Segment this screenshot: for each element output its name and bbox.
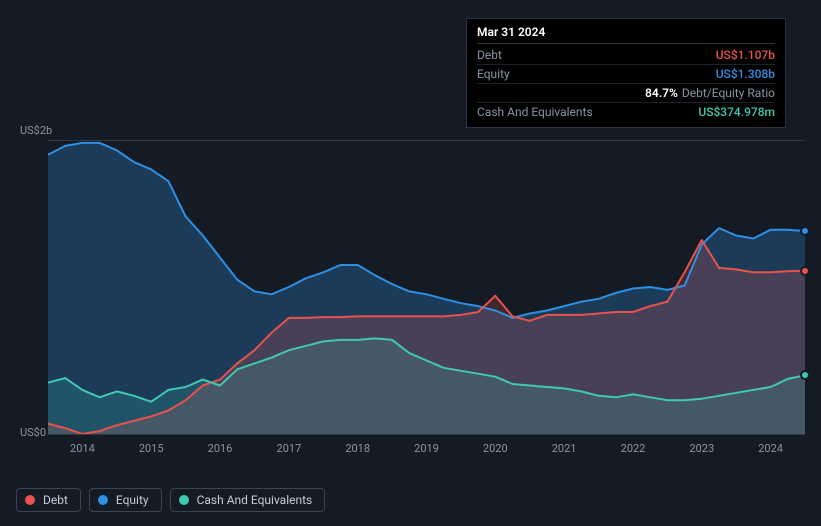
- legend-item-cash-and-equivalents[interactable]: Cash And Equivalents: [170, 488, 326, 512]
- gridline-bottom: [48, 434, 805, 435]
- legend-label: Cash And Equivalents: [197, 493, 313, 507]
- y-axis-top-label: US$2b: [20, 124, 52, 137]
- legend-label: Debt: [43, 493, 68, 507]
- legend-dot-icon: [98, 495, 108, 505]
- series-end-marker-cash-and-equivalents: [800, 370, 810, 380]
- x-axis-tick-label: 2014: [70, 442, 95, 455]
- tooltip-row: EquityUS$1.308b: [477, 65, 775, 84]
- legend-dot-icon: [179, 495, 189, 505]
- x-axis-tick-label: 2015: [139, 442, 164, 455]
- x-axis-tick-label: 2017: [277, 442, 302, 455]
- series-end-marker-debt: [800, 266, 810, 276]
- legend-item-equity[interactable]: Equity: [89, 488, 162, 512]
- tooltip-row: 84.7%Debt/Equity Ratio: [477, 84, 775, 103]
- tooltip-row: DebtUS$1.107b: [477, 46, 775, 65]
- debt-equity-chart: US$2b US$0 20142015201620172018201920202…: [16, 120, 805, 470]
- x-axis-tick-label: 2016: [208, 442, 233, 455]
- chart-legend: Debt Equity Cash And Equivalents: [16, 488, 325, 512]
- x-axis-tick-label: 2020: [483, 442, 508, 455]
- x-axis-tick-label: 2021: [552, 442, 577, 455]
- chart-tooltip: Mar 31 2024 DebtUS$1.107bEquityUS$1.308b8…: [466, 18, 786, 128]
- y-axis-bottom-label: US$0: [20, 426, 46, 439]
- x-axis-labels: 2014 2015 2016 2017 2018 2019 2020 2021 2022 2023…: [48, 442, 805, 460]
- tooltip-row: Cash And EquivalentsUS$374.978m: [477, 103, 775, 121]
- x-axis-tick-label: 2019: [414, 442, 439, 455]
- series-end-marker-equity: [800, 226, 810, 236]
- x-axis-tick-label: 2022: [621, 442, 646, 455]
- legend-dot-icon: [25, 495, 35, 505]
- legend-item-debt[interactable]: Debt: [16, 488, 81, 512]
- chart-plot-area[interactable]: [48, 140, 805, 434]
- x-axis-tick-label: 2023: [689, 442, 714, 455]
- x-axis-tick-label: 2018: [345, 442, 370, 455]
- tooltip-date: Mar 31 2024: [477, 25, 775, 44]
- x-axis-tick-label: 2024: [758, 442, 783, 455]
- legend-label: Equity: [116, 493, 149, 507]
